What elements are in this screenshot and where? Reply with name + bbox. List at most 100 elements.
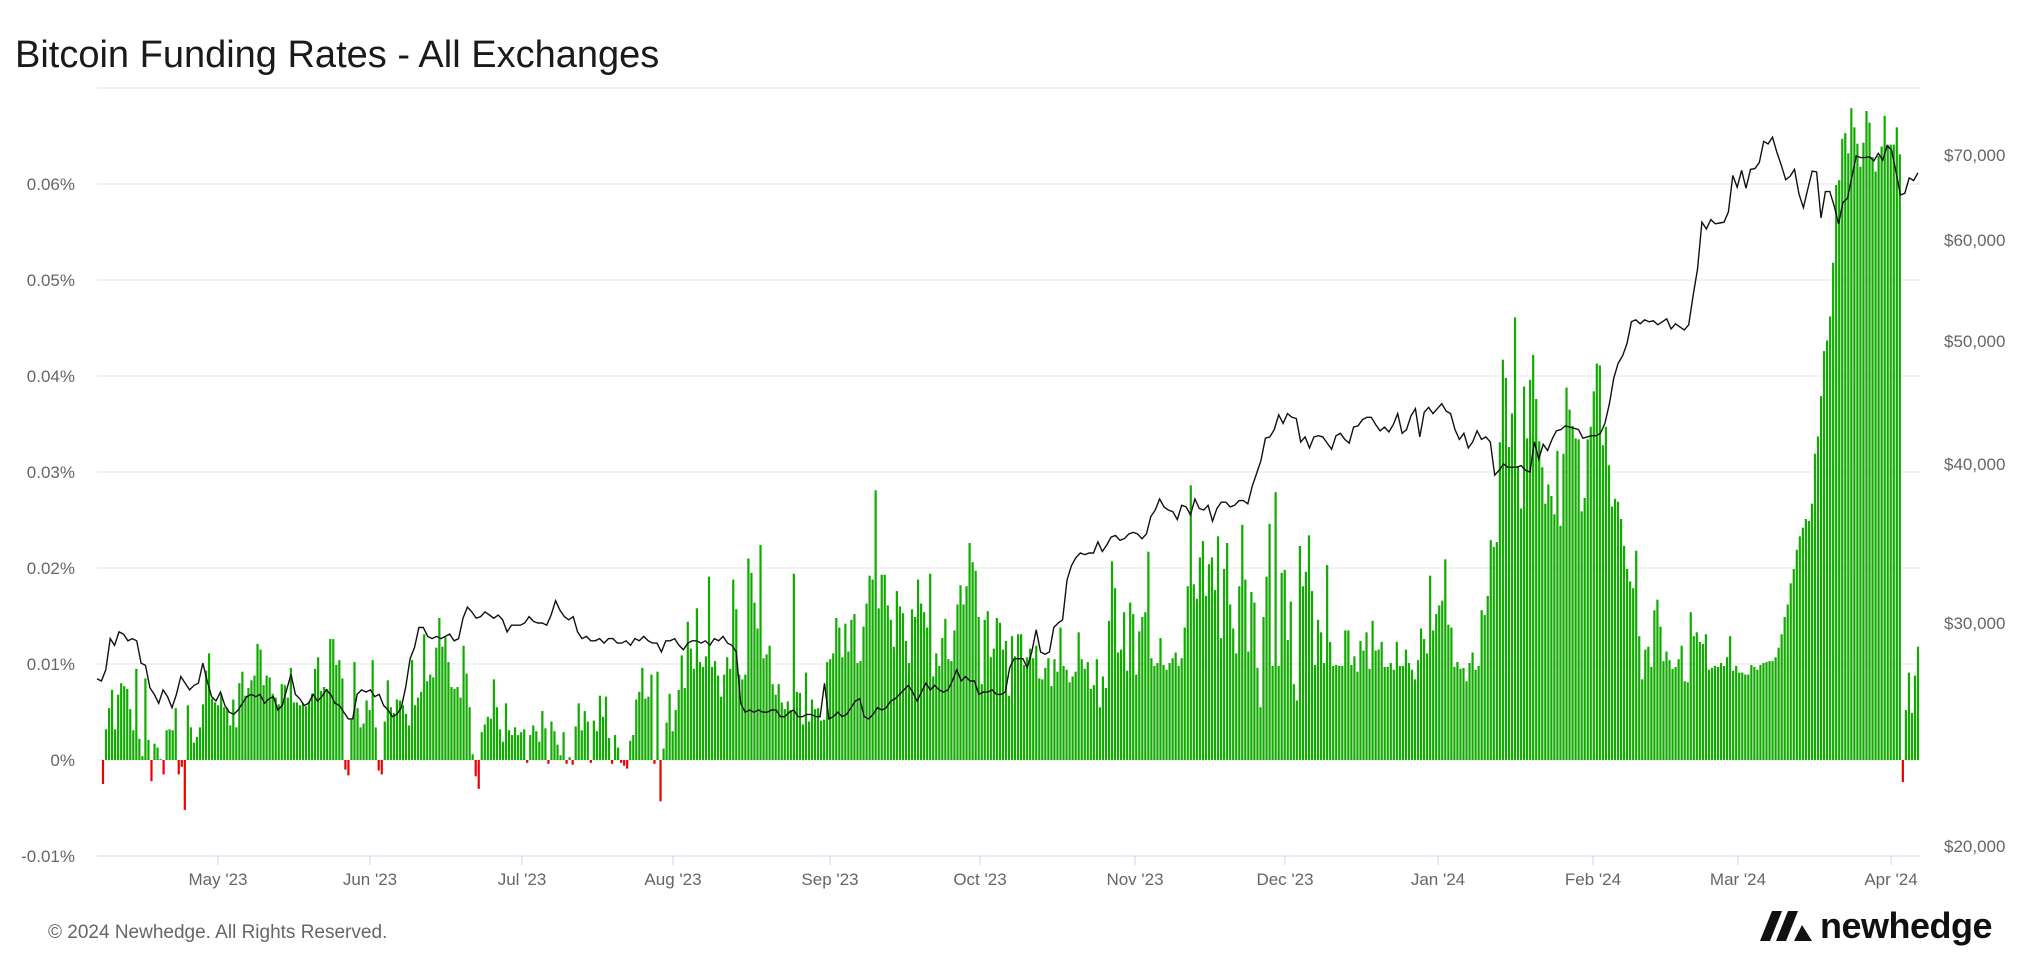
funding-rate-bar: [1129, 602, 1132, 760]
funding-rate-bar: [265, 675, 268, 760]
x-axis-tick-label: Feb '24: [1565, 870, 1621, 889]
funding-rate-bar: [1032, 658, 1035, 760]
funding-rate-bar: [1507, 447, 1511, 760]
funding-rate-bar: [410, 660, 414, 760]
funding-rate-bar: [1326, 565, 1329, 760]
funding-rate-bar: [1632, 588, 1635, 760]
funding-rate-bar: [938, 665, 941, 760]
funding-rate-bar: [1026, 657, 1029, 760]
funding-rate-bar: [986, 611, 989, 760]
funding-rate-bar: [1304, 571, 1308, 760]
left-axis-tick-label: 0.05%: [27, 271, 75, 290]
funding-rate-bar: [998, 622, 1001, 760]
funding-rate-bar: [1077, 632, 1080, 760]
funding-rate-bar: [1210, 557, 1214, 760]
funding-rate-bar: [1104, 688, 1108, 760]
funding-rate-bar: [1622, 545, 1626, 760]
funding-rate-bar: [1813, 453, 1817, 760]
funding-rate-bar: [1107, 620, 1111, 760]
funding-rate-bar: [541, 711, 544, 760]
funding-rate-bar: [1829, 316, 1832, 760]
funding-rate-bar: [1674, 666, 1677, 760]
funding-rate-bar: [138, 738, 141, 760]
funding-rate-bar: [135, 668, 138, 760]
funding-rate-bar: [1410, 669, 1414, 760]
chart-title: Bitcoin Funding Rates - All Exchanges: [15, 34, 660, 76]
funding-rate-bar: [626, 760, 629, 769]
funding-rate-bar: [104, 729, 108, 760]
funding-rate-bar: [1468, 663, 1471, 760]
funding-rate-bar: [1474, 669, 1477, 760]
funding-rate-bar: [1492, 546, 1495, 760]
funding-rate-bar: [929, 573, 932, 760]
funding-rate-bar: [192, 742, 195, 760]
funding-rate-bar: [801, 724, 805, 760]
x-axis-tick-label: Jan '24: [1411, 870, 1465, 889]
funding-rate-bar: [1380, 641, 1383, 760]
funding-rate-bar: [1726, 657, 1729, 760]
funding-rate-bar: [210, 698, 214, 760]
funding-rate-bar: [617, 747, 620, 760]
funding-rate-bar: [1347, 630, 1350, 760]
funding-rate-bar: [1392, 669, 1395, 760]
funding-rate-bar: [774, 694, 777, 760]
funding-rate-bar: [232, 699, 235, 760]
funding-rate-bar: [1423, 639, 1426, 760]
funding-rate-bar: [1559, 525, 1562, 760]
funding-rate-bar: [165, 730, 168, 760]
funding-rate-bar: [1335, 664, 1338, 760]
funding-rate-bar: [1435, 614, 1438, 760]
funding-rate-bar: [444, 637, 447, 760]
funding-rate-bar: [1274, 492, 1277, 760]
funding-rate-bar: [841, 657, 844, 760]
funding-rate-bar: [1301, 586, 1304, 760]
funding-rate-bar: [438, 617, 441, 760]
funding-rate-bar: [562, 732, 565, 760]
funding-rate-bar: [1638, 636, 1641, 760]
funding-rate-bar: [1692, 636, 1695, 760]
funding-rate-bar: [1004, 640, 1008, 760]
funding-rate-bar: [1419, 628, 1423, 760]
funding-rate-bar: [1044, 667, 1047, 760]
funding-rate-bar: [662, 748, 665, 760]
funding-rate-bar: [1486, 595, 1489, 760]
funding-rate-bar: [904, 640, 908, 760]
x-axis-tick-label: Dec '23: [1256, 870, 1313, 889]
funding-rate-bar: [1616, 501, 1620, 760]
funding-rate-bar: [1116, 652, 1120, 760]
funding-rate-bar: [510, 735, 514, 760]
funding-rate-bar: [1819, 396, 1823, 760]
funding-rate-bar: [962, 604, 965, 760]
funding-rate-bar: [1092, 685, 1095, 760]
brand-logo[interactable]: newhedge: [1760, 905, 1993, 946]
funding-rate-bar: [495, 707, 499, 760]
funding-rate-bar: [665, 722, 668, 760]
funding-rate-bar: [1838, 180, 1841, 760]
funding-rate-bar: [895, 591, 898, 760]
funding-rate-bar: [835, 617, 838, 760]
funding-rate-bar: [1453, 666, 1456, 760]
funding-rate-bar: [704, 656, 708, 760]
funding-rate-bar: [820, 720, 823, 760]
funding-rate-bar: [423, 634, 426, 760]
funding-rate-bar: [1626, 568, 1629, 760]
funding-rate-bar: [462, 645, 465, 760]
funding-rate-bar: [1510, 413, 1514, 760]
funding-rate-bar: [1013, 656, 1017, 760]
funding-rate-bar: [1529, 379, 1532, 760]
funding-rate-bar: [1229, 604, 1232, 760]
funding-rate-bar: [1477, 665, 1480, 760]
funding-rate-bar: [1713, 665, 1717, 760]
funding-rate-bar: [1283, 569, 1286, 760]
funding-rate-bar: [1462, 667, 1465, 760]
funding-rate-bar: [289, 667, 292, 760]
left-axis-tick-label: 0%: [50, 751, 75, 770]
funding-rate-bar: [1207, 564, 1211, 760]
funding-rate-bar: [1722, 665, 1726, 760]
funding-rate-bar: [513, 727, 517, 760]
funding-rate-bar: [529, 735, 532, 760]
funding-rate-bar: [1295, 700, 1298, 760]
funding-rate-bar: [1268, 523, 1271, 760]
funding-rate-bar: [765, 654, 768, 760]
funding-rate-bar: [453, 688, 456, 760]
